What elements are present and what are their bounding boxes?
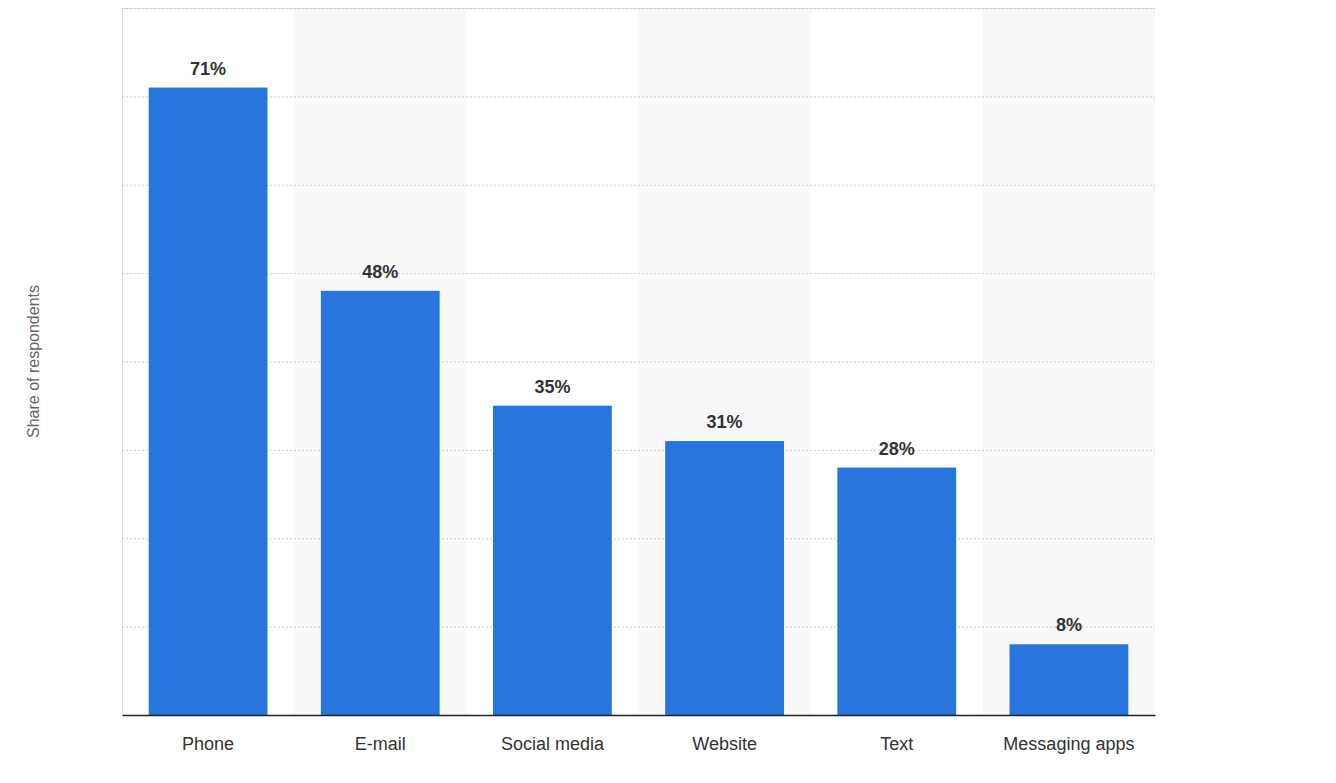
band-shading xyxy=(294,8,1155,715)
x-tick: Website xyxy=(692,715,757,754)
data-label: 35% xyxy=(534,377,570,397)
y-tick xyxy=(122,273,1155,274)
data-label: 28% xyxy=(879,439,915,459)
bar xyxy=(321,291,440,715)
y-tick xyxy=(122,715,1155,716)
y-axis-line xyxy=(123,9,1156,716)
y-tick xyxy=(122,538,1155,539)
x-tick-label: E-mail xyxy=(355,734,406,754)
y-tick xyxy=(122,450,1155,451)
grid-line xyxy=(122,627,1155,628)
grid-line xyxy=(122,96,1155,97)
y-tick xyxy=(122,8,1155,9)
bar xyxy=(149,88,268,715)
data-label: 71% xyxy=(190,59,226,79)
chart: Phone E-mail Social media Website Text Messag… xyxy=(0,0,1336,783)
bars xyxy=(149,88,1129,715)
y-tick xyxy=(122,627,1155,628)
y-axis-title: Share of respondents xyxy=(25,285,42,438)
x-tick: Phone xyxy=(182,715,234,754)
data-label: 8% xyxy=(1056,615,1082,635)
x-tick-label: Messaging apps xyxy=(1003,734,1134,754)
y-axis xyxy=(122,9,1155,716)
bar xyxy=(665,441,784,715)
grid-line xyxy=(122,538,1155,539)
x-tick-label: Social media xyxy=(501,734,605,754)
band-shade xyxy=(983,8,1155,715)
x-axis: Phone E-mail Social media Website Text Messag… xyxy=(123,715,1156,754)
data-label: 48% xyxy=(362,262,398,282)
x-tick-label: Phone xyxy=(182,734,234,754)
x-tick-label: Text xyxy=(880,734,913,754)
bar xyxy=(493,406,612,715)
x-tick: Text xyxy=(880,715,913,754)
data-label: 31% xyxy=(707,412,743,432)
x-axis-line xyxy=(123,715,1156,717)
y-tick xyxy=(122,362,1155,363)
bar xyxy=(1010,644,1129,715)
grid-line xyxy=(122,450,1155,451)
bar xyxy=(837,468,956,715)
y-tick xyxy=(122,185,1155,186)
x-tick: Messaging apps xyxy=(1003,715,1134,754)
x-tick: E-mail xyxy=(355,715,406,754)
y-tick xyxy=(122,96,1155,97)
band-shade xyxy=(639,8,811,715)
grid-line xyxy=(122,185,1155,186)
grid-line xyxy=(122,273,1155,274)
x-tick-label: Website xyxy=(692,734,757,754)
grid-line xyxy=(122,715,1155,716)
grid-line xyxy=(122,362,1155,363)
grid-line xyxy=(122,8,1155,9)
x-tick: Social media xyxy=(501,715,605,754)
data-labels: 71% 48% 35% 31% 28% 8% xyxy=(190,59,1082,636)
